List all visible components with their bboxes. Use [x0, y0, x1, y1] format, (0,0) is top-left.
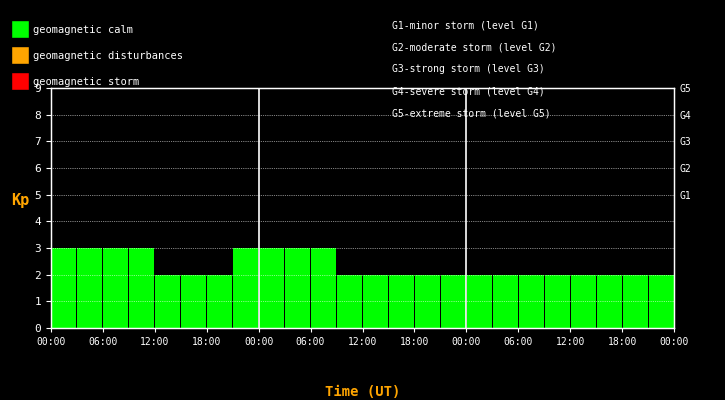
Bar	[337, 275, 362, 328]
Text: G2-moderate storm (level G2): G2-moderate storm (level G2)	[392, 42, 556, 52]
Bar	[467, 275, 492, 328]
Text: G3-strong storm (level G3): G3-strong storm (level G3)	[392, 64, 544, 74]
Bar	[493, 275, 518, 328]
Text: geomagnetic disturbances: geomagnetic disturbances	[33, 51, 183, 61]
Bar	[597, 275, 621, 328]
Bar	[389, 275, 414, 328]
Text: G5-extreme storm (level G5): G5-extreme storm (level G5)	[392, 108, 550, 118]
Text: geomagnetic storm: geomagnetic storm	[33, 77, 139, 87]
Bar	[649, 275, 674, 328]
Bar	[441, 275, 465, 328]
Bar	[519, 275, 544, 328]
Text: Time (UT): Time (UT)	[325, 385, 400, 399]
Bar	[623, 275, 647, 328]
Bar	[51, 248, 76, 328]
Bar	[545, 275, 570, 328]
Bar	[571, 275, 596, 328]
Bar	[363, 275, 388, 328]
Text: G4-severe storm (level G4): G4-severe storm (level G4)	[392, 86, 544, 96]
Y-axis label: Kp: Kp	[12, 193, 30, 208]
Bar	[311, 248, 336, 328]
Bar	[415, 275, 440, 328]
Bar	[181, 275, 206, 328]
Bar	[260, 248, 284, 328]
Bar	[233, 248, 258, 328]
Bar	[78, 248, 102, 328]
Text: G1-minor storm (level G1): G1-minor storm (level G1)	[392, 20, 539, 30]
Bar	[155, 275, 180, 328]
Bar	[207, 275, 232, 328]
Bar	[285, 248, 310, 328]
Bar	[129, 248, 154, 328]
Bar	[104, 248, 128, 328]
Text: geomagnetic calm: geomagnetic calm	[33, 25, 133, 35]
